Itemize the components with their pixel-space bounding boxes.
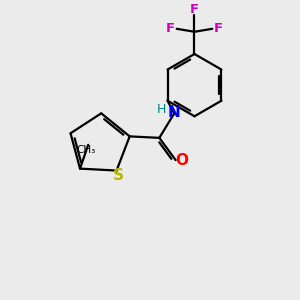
Text: H: H <box>157 103 166 116</box>
Text: F: F <box>190 3 199 16</box>
Text: F: F <box>166 22 175 35</box>
Text: F: F <box>214 22 223 35</box>
Text: N: N <box>168 106 181 121</box>
Text: CH₃: CH₃ <box>76 145 95 155</box>
Text: O: O <box>176 153 189 168</box>
Text: S: S <box>112 168 124 183</box>
